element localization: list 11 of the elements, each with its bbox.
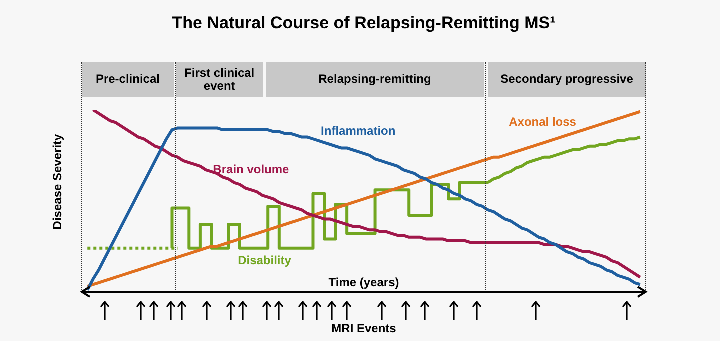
text: MRI Events [332, 321, 397, 336]
text: First clinical event [176, 62, 264, 97]
series-label: Disability [238, 253, 292, 268]
y-axis-title: Disease Severity [50, 134, 64, 230]
text: Secondary progressive [488, 62, 646, 97]
text: Pre-clinical [82, 62, 174, 97]
x-axis-title: Time (years) [328, 275, 400, 290]
text: Relapsing-remitting [266, 62, 484, 97]
chart-title: The Natural Course of Relapsing-Remitting MS¹ [172, 14, 556, 33]
series-label: Inflammation [321, 124, 396, 138]
series-label: Axonal loss [509, 115, 577, 130]
